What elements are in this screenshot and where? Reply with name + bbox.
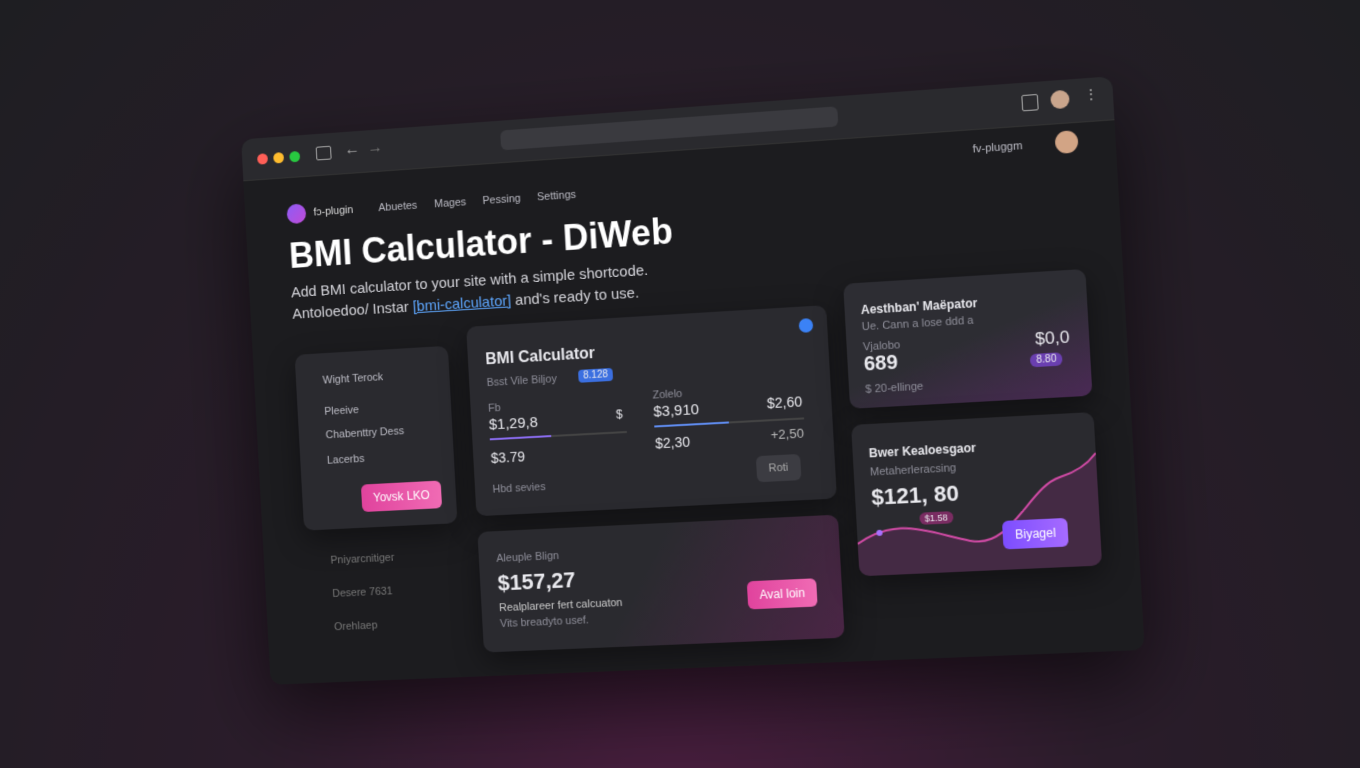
stat-value-b: $0,0 bbox=[1035, 327, 1070, 349]
sidebar-item[interactable]: Pleeive bbox=[324, 404, 359, 418]
slider[interactable] bbox=[490, 431, 627, 440]
page: BMI Calculator - DiWeb {"browser": {"acc… bbox=[0, 0, 1360, 768]
max-dot[interactable] bbox=[289, 151, 300, 162]
slider-fill bbox=[490, 435, 551, 440]
sidebar-icon[interactable] bbox=[316, 146, 332, 161]
field-value: $3.79 bbox=[490, 448, 525, 466]
stat-chip: 8.80 bbox=[1030, 352, 1063, 367]
menu-icon[interactable]: ⋮ bbox=[1083, 86, 1099, 104]
nav-link[interactable]: Settings bbox=[537, 189, 577, 204]
share-icon[interactable] bbox=[1021, 94, 1038, 111]
note-suffix: and's ready to use. bbox=[515, 284, 640, 309]
brand-logo bbox=[286, 203, 306, 224]
address-bar[interactable] bbox=[500, 106, 838, 150]
field-value: $3,910 bbox=[653, 401, 699, 420]
stat-subtitle: Ue. Cann a lose ddd a bbox=[861, 315, 973, 334]
calc-button[interactable]: Roti bbox=[756, 454, 801, 482]
toolbar: ← → ⋮ bbox=[241, 76, 1114, 181]
note-prefix: Antoloedoo/ Instar bbox=[292, 299, 409, 323]
sidebar-item[interactable]: Chabenttry Dess bbox=[325, 425, 404, 441]
account-name[interactable]: fv-pluggm bbox=[972, 140, 1022, 156]
summary-button[interactable]: Aval loin bbox=[747, 578, 818, 609]
field-value: $1,29,8 bbox=[489, 414, 539, 433]
sidebar-item[interactable]: Wight Terock bbox=[322, 371, 383, 386]
stat-footer: $ 20-ellinge bbox=[865, 380, 924, 395]
sidebar-footer-item[interactable]: Desere 7631 bbox=[332, 585, 393, 599]
badge: 8.128 bbox=[578, 368, 613, 383]
stat-card: Aesthban' Maëpator Ue. Cann a lose ddd a… bbox=[843, 269, 1092, 409]
field-unit: $ bbox=[616, 407, 623, 421]
field-value: +2,50 bbox=[770, 426, 804, 443]
avatar-small[interactable] bbox=[1050, 90, 1070, 110]
card-footer: Hbd sevies bbox=[492, 481, 546, 496]
body: ← → ⋮ fv-pluggm fɔ-plugin Abuetes Mages … bbox=[0, 0, 1360, 768]
card-subtitle: Bsst Vile Biljoy bbox=[486, 373, 557, 389]
summary-card: Aleuple Blign $157,27 Realplareer fert c… bbox=[477, 515, 844, 653]
back-icon[interactable]: ← bbox=[344, 141, 360, 160]
forward-icon[interactable]: → bbox=[367, 139, 383, 158]
field-value: $2,60 bbox=[766, 393, 802, 411]
nav-link[interactable]: Mages bbox=[434, 196, 467, 210]
sidebar-card: Wight Terock Pleeive Chabenttry Dess Lac… bbox=[295, 346, 458, 531]
trend-card: Bwer Kealoesgaor Metaherleracsing $121, … bbox=[851, 412, 1102, 576]
nav-link[interactable]: Pessing bbox=[482, 193, 521, 207]
calculator-card: BMI Calculator Bsst Vile Biljoy 8.128 Fb… bbox=[466, 305, 837, 516]
field-label: Fb bbox=[488, 402, 501, 415]
field-value: $2,30 bbox=[655, 434, 691, 452]
summary-line: Realplareer fert calcuaton bbox=[499, 597, 623, 614]
summary-label: Aleuple Blign bbox=[496, 550, 559, 565]
slider-fill bbox=[654, 421, 729, 427]
trend-button[interactable]: Biyagel bbox=[1002, 518, 1069, 550]
sidebar-item[interactable]: Lacerbs bbox=[327, 453, 365, 467]
field-label: Zolelo bbox=[652, 388, 682, 402]
nav-link[interactable]: Abuetes bbox=[378, 200, 417, 214]
browser-window: ← → ⋮ fv-pluggm fɔ-plugin Abuetes Mages … bbox=[241, 76, 1145, 685]
stat-title: Aesthban' Maëpator bbox=[860, 296, 977, 317]
brand[interactable]: fɔ-plugin bbox=[313, 204, 353, 218]
trend-chip: $1.58 bbox=[919, 511, 953, 525]
sidebar-button[interactable]: Yovsk LKO bbox=[361, 481, 442, 513]
trend-value: $121, 80 bbox=[871, 480, 960, 511]
shortcode[interactable]: [bmi-calculator] bbox=[412, 292, 511, 315]
close-dot[interactable] bbox=[257, 153, 268, 164]
min-dot[interactable] bbox=[273, 152, 284, 163]
info-icon[interactable] bbox=[799, 318, 814, 333]
summary-line: Vits breadyto usef. bbox=[500, 614, 589, 630]
sidebar-footer-item[interactable]: Pniyarcnitiger bbox=[330, 552, 394, 567]
avatar[interactable] bbox=[1055, 130, 1079, 154]
sidebar-footer-item[interactable]: Orehlaep bbox=[334, 620, 378, 634]
stat-value: 689 bbox=[863, 352, 898, 377]
summary-value: $157,27 bbox=[497, 567, 576, 596]
card-title: BMI Calculator bbox=[485, 345, 595, 369]
